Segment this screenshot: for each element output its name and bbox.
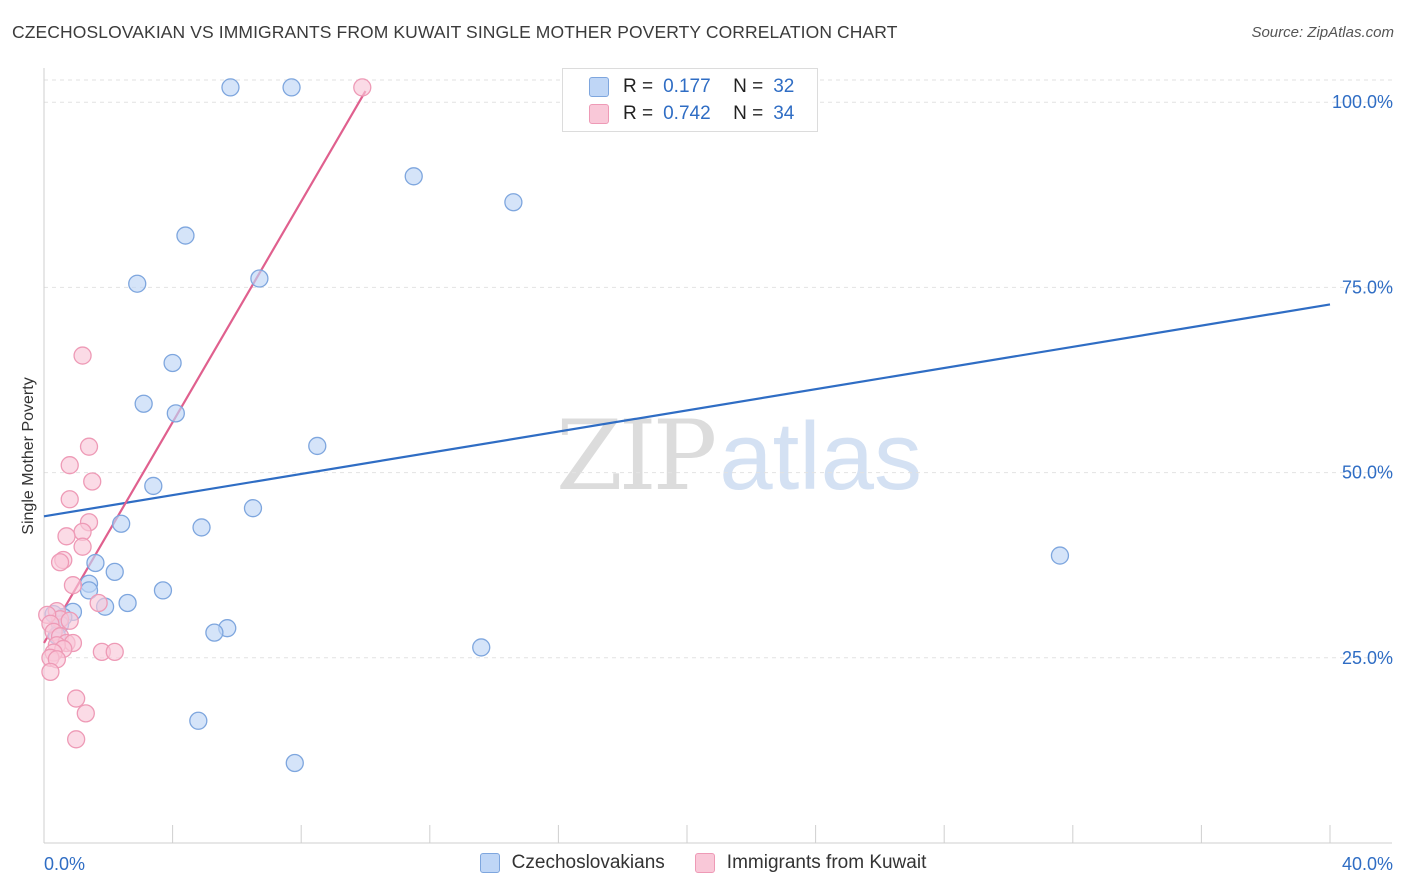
data-point-czechoslovakians	[192, 518, 211, 537]
n-value: 32	[773, 76, 795, 97]
data-point-kuwait	[79, 437, 99, 456]
legend-label: Immigrants from Kuwait	[726, 852, 927, 873]
data-point-czechoslovakians	[118, 593, 137, 613]
data-point-czechoslovakians	[112, 514, 131, 533]
n-value: 34	[773, 103, 795, 124]
trend-line-czechoslovakians	[43, 303, 1331, 518]
data-point-kuwait	[60, 456, 79, 475]
data-point-czechoslovakians	[221, 78, 240, 97]
data-point-czechoslovakians	[285, 753, 304, 773]
data-point-kuwait	[73, 346, 92, 365]
r-label: R =	[623, 76, 654, 97]
legend-swatch-pink	[694, 853, 715, 873]
data-point-czechoslovakians	[166, 404, 185, 423]
data-point-czechoslovakians	[282, 78, 301, 97]
data-point-czechoslovakians	[79, 581, 99, 600]
trend-layer	[43, 90, 1331, 644]
watermark-atlas: atlas	[719, 403, 922, 510]
legend-label: Czechoslovakians	[511, 852, 665, 873]
data-point-czechoslovakians	[86, 553, 105, 573]
data-point-czechoslovakians	[153, 581, 173, 600]
y-tick-label: 50.0%	[1342, 463, 1393, 483]
r-value: 0.177	[663, 76, 711, 97]
y-tick-label: 75.0%	[1342, 277, 1393, 297]
legend-swatch-pink	[589, 104, 609, 124]
data-point-kuwait	[353, 78, 372, 97]
stats-legend: R = 0.177 N = 32 R = 0.742 N = 34	[562, 68, 818, 132]
stats-row-kuwait: R = 0.742 N = 34	[589, 102, 794, 126]
data-point-czechoslovakians	[163, 353, 182, 373]
data-point-czechoslovakians	[243, 499, 263, 518]
data-point-kuwait	[63, 576, 83, 595]
data-point-kuwait	[50, 553, 70, 572]
data-point-kuwait	[76, 704, 95, 723]
legend-swatch-blue	[479, 853, 500, 873]
data-point-czechoslovakians	[189, 711, 208, 730]
data-point-czechoslovakians	[250, 269, 269, 288]
data-point-czechoslovakians	[128, 274, 147, 293]
chart-title: CZECHOSLOVAKIAN VS IMMIGRANTS FROM KUWAI…	[12, 22, 898, 42]
legend-swatch-blue	[589, 77, 609, 97]
source-credit: Source: ZipAtlas.com	[1251, 24, 1394, 41]
data-point-kuwait	[105, 642, 124, 662]
data-point-czechoslovakians	[472, 638, 491, 657]
data-point-czechoslovakians	[105, 562, 124, 582]
y-tick-label: 100.0%	[1332, 92, 1393, 112]
series-legend: Czechoslovakians Immigrants from Kuwait	[0, 852, 1406, 874]
grid-layer	[44, 79, 1392, 659]
data-point-czechoslovakians	[134, 394, 153, 413]
data-point-kuwait	[73, 537, 92, 556]
y-tick-label: 25.0%	[1342, 648, 1393, 668]
data-point-kuwait	[67, 730, 86, 749]
data-point-czechoslovakians	[205, 623, 224, 642]
r-label: R =	[623, 103, 654, 124]
data-point-kuwait	[67, 689, 86, 708]
data-point-kuwait	[83, 472, 102, 491]
trend-line-kuwait	[43, 90, 367, 644]
data-point-czechoslovakians	[308, 436, 327, 456]
data-point-czechoslovakians	[504, 193, 523, 212]
n-label: N =	[733, 103, 764, 124]
data-point-czechoslovakians	[144, 476, 163, 496]
label-layer: 25.0% 50.0% 75.0% 100.0% 0.0% 40.0%	[44, 92, 1393, 874]
data-point-kuwait	[89, 593, 108, 613]
stats-row-czechoslovakians: R = 0.177 N = 32	[589, 75, 794, 99]
data-point-czechoslovakians	[404, 167, 423, 186]
axis-layer	[43, 68, 1392, 844]
n-label: N =	[733, 76, 764, 97]
legend-item-czechoslovakians[interactable]: Czechoslovakians	[479, 852, 665, 874]
legend-item-kuwait[interactable]: Immigrants from Kuwait	[694, 852, 927, 874]
y-axis-label: Single Mother Poverty	[20, 377, 37, 535]
data-point-kuwait	[41, 662, 60, 682]
data-point-kuwait	[60, 611, 79, 630]
point-layer	[38, 78, 1070, 773]
data-point-czechoslovakians	[1050, 546, 1070, 565]
x-tick-label: 40.0%	[1342, 854, 1393, 874]
r-value: 0.742	[663, 103, 711, 124]
data-point-czechoslovakians	[176, 226, 195, 245]
data-point-kuwait	[60, 490, 79, 509]
data-point-kuwait	[57, 527, 76, 546]
x-tick-label: 0.0%	[44, 854, 85, 874]
